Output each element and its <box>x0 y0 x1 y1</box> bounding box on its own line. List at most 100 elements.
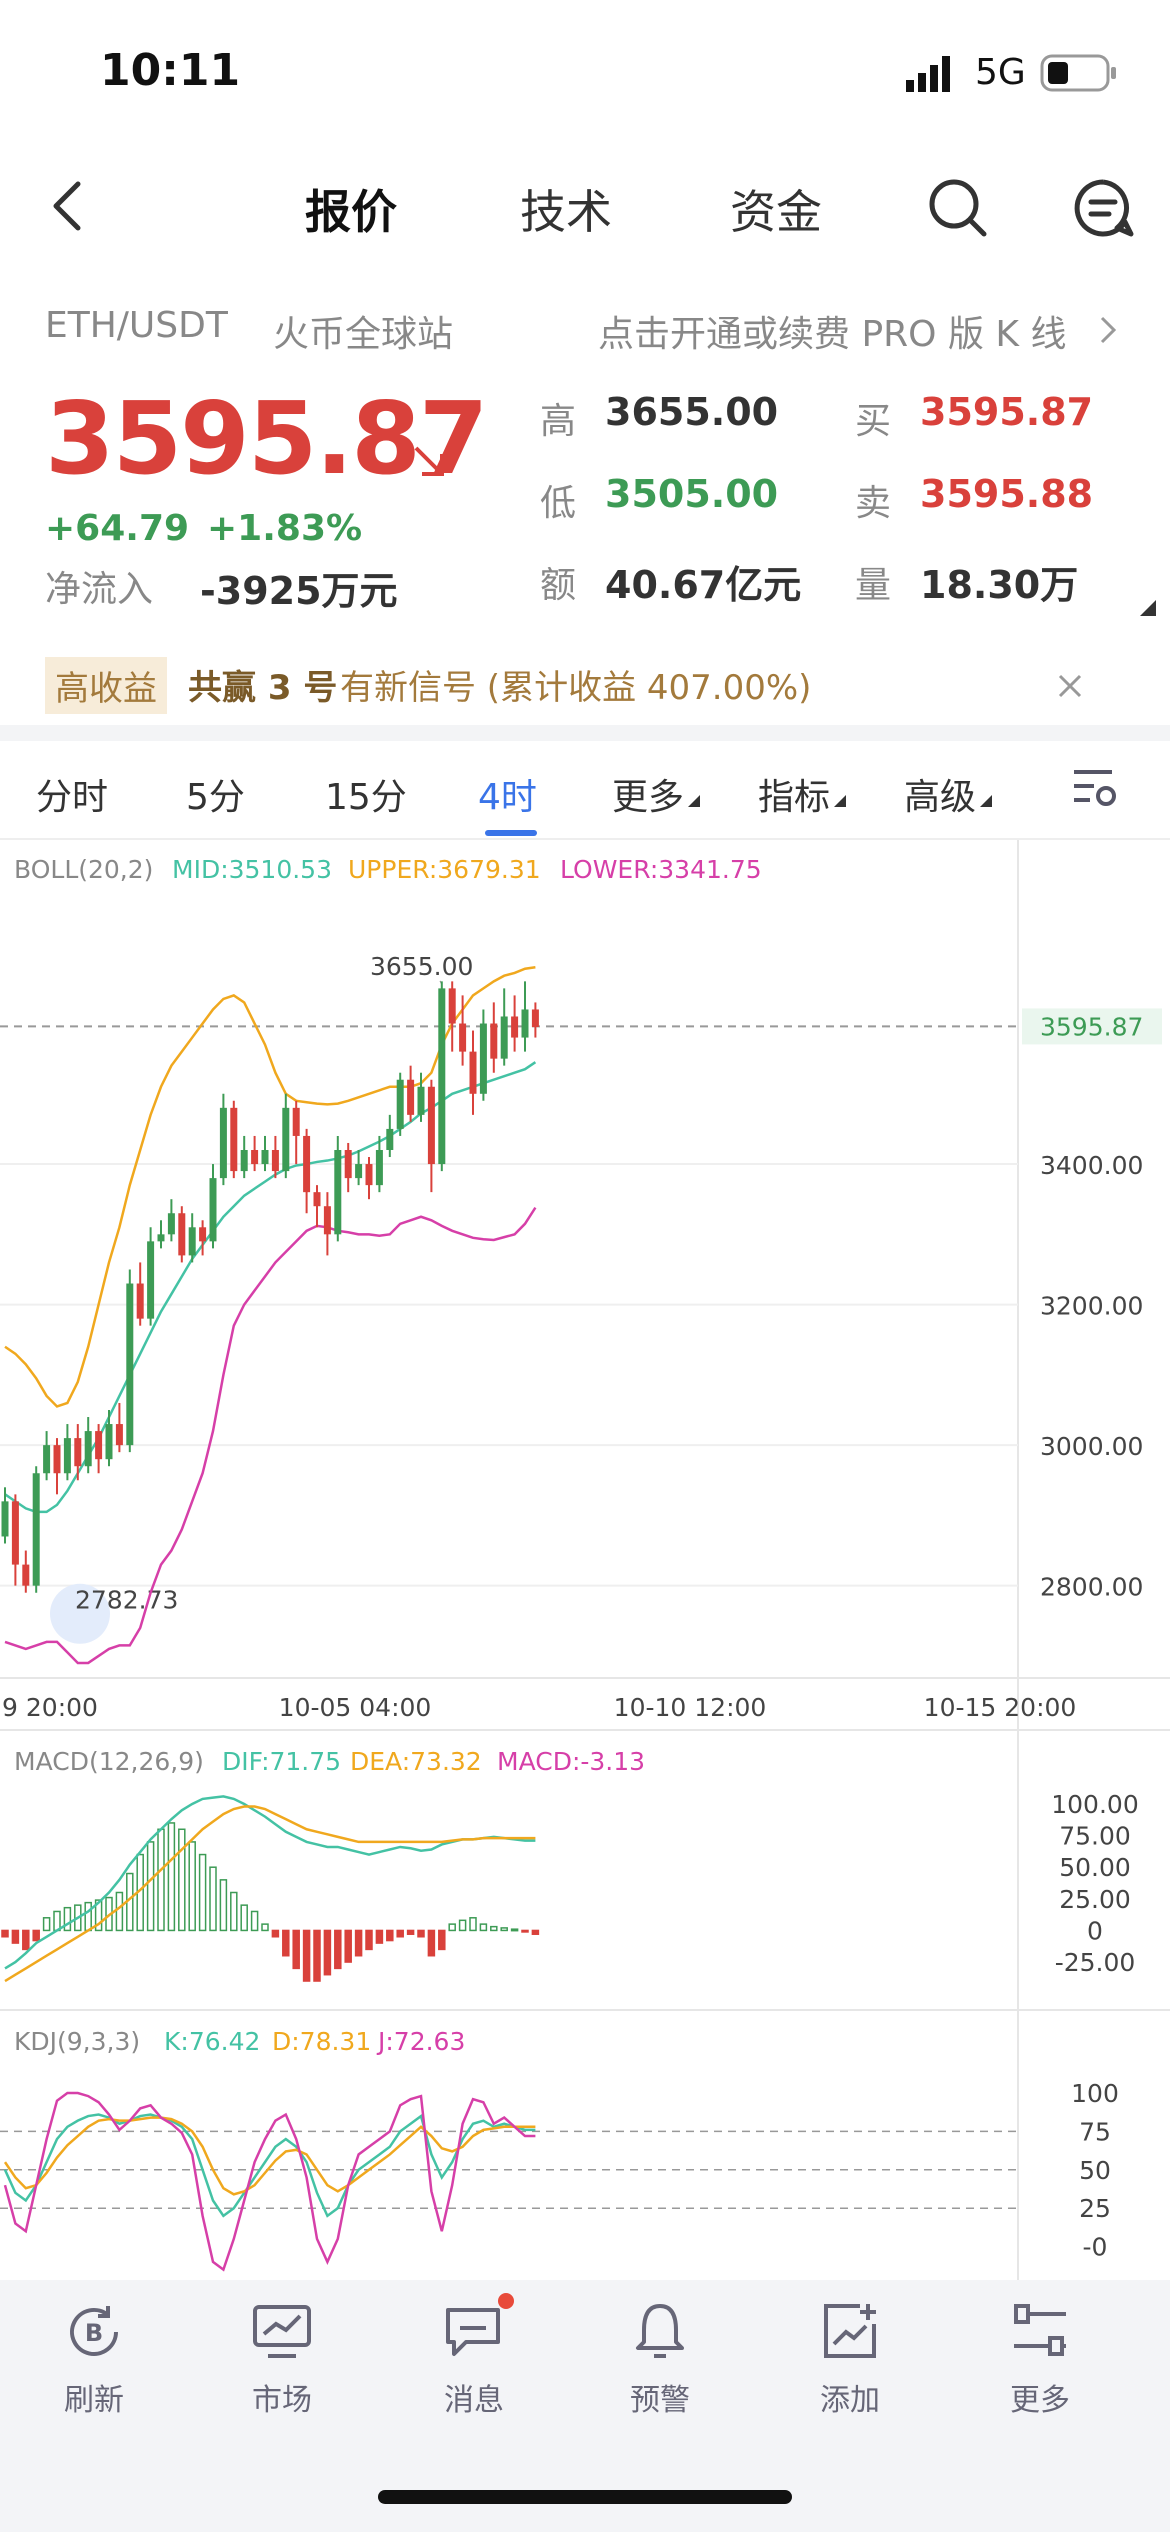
chart-settings-icon[interactable] <box>1072 766 1118 810</box>
banner-text: 有新信号 (累计收益 407.00%) <box>340 668 812 708</box>
candle-body <box>448 988 456 1024</box>
candle-body <box>209 1178 217 1242</box>
chevron-right-icon[interactable] <box>1098 314 1118 346</box>
macd-bar <box>94 1899 103 1932</box>
more-settings-icon[interactable] <box>1010 2304 1070 2360</box>
tab-technical[interactable]: 技术 <box>520 185 612 239</box>
macd-bar <box>32 1929 40 1942</box>
macd-bar <box>11 1929 20 1944</box>
candle-body <box>282 1107 290 1172</box>
bottom-more[interactable]: 更多 <box>1010 2383 1070 2418</box>
macd-bar <box>313 1929 321 1982</box>
macd-bar <box>531 1929 540 1935</box>
banner-strategy: 共赢 3 号 <box>188 668 338 708</box>
kdj-j-line <box>3 2091 536 2272</box>
candle-body <box>469 1051 477 1094</box>
kdj-y-tick: 25 <box>1079 2194 1111 2223</box>
add-chart-icon[interactable] <box>820 2302 880 2362</box>
macd-bar <box>334 1929 342 1970</box>
macd-bar <box>42 1917 51 1932</box>
candle-body <box>407 1079 415 1115</box>
amount-label: 额 <box>540 565 577 606</box>
message-icon[interactable] <box>442 2300 508 2360</box>
ktab-4h[interactable]: 4时 <box>478 777 537 818</box>
bottom-add[interactable]: 添加 <box>820 2383 880 2418</box>
macd-bar <box>53 1910 61 1932</box>
macd-bar <box>63 1906 72 1932</box>
macd-bar <box>510 1928 519 1932</box>
market-icon[interactable] <box>252 2304 312 2360</box>
macd-bar <box>490 1925 498 1932</box>
macd-bar <box>282 1929 290 1957</box>
chat-menu-icon[interactable] <box>1073 178 1135 238</box>
change-pct: +1.83% <box>207 508 363 549</box>
macd-bar <box>427 1929 436 1957</box>
buy-label: 买 <box>855 401 892 442</box>
close-icon[interactable] <box>1057 673 1083 699</box>
ktab-15min[interactable]: 15分 <box>325 777 407 818</box>
candle-body <box>511 1016 519 1038</box>
macd-bar <box>230 1891 238 1932</box>
ktab-more[interactable]: 更多 <box>612 777 685 818</box>
status-bar: 10:11 5G <box>0 0 1170 150</box>
bottom-refresh[interactable]: 刷新 <box>64 2383 124 2418</box>
candle-body <box>22 1564 30 1586</box>
candle-body <box>303 1135 311 1193</box>
macd-value-legend: MACD:-3.13 <box>497 1747 645 1776</box>
candle-body <box>521 1009 529 1038</box>
macd-bar <box>146 1841 155 1932</box>
bottom-alerts[interactable]: 预警 <box>630 2383 690 2418</box>
kdj-y-tick: 100 <box>1071 2079 1119 2108</box>
back-icon[interactable] <box>50 180 84 232</box>
kline-chart[interactable]: 3400.00 3200.00 3000.00 2800.00 9 20:00 10-05… <box>0 840 1170 2280</box>
macd-bar <box>469 1917 477 1932</box>
candles <box>1 981 539 1593</box>
candle-body <box>115 1424 123 1446</box>
refresh-icon[interactable]: B <box>64 2302 124 2362</box>
candle-body <box>479 1023 487 1094</box>
candle-body <box>43 1445 51 1474</box>
tab-funds[interactable]: 资金 <box>730 185 822 239</box>
macd-bar <box>375 1929 384 1944</box>
macd-bar <box>354 1929 363 1957</box>
candle-body <box>375 1150 383 1186</box>
ktab-advanced[interactable]: 高级 <box>904 777 977 818</box>
search-icon[interactable] <box>928 178 988 238</box>
macd-y-tick: 0 <box>1087 1916 1103 1945</box>
y-tick-label: 3400.00 <box>1040 1151 1143 1180</box>
macd-bar <box>323 1929 332 1976</box>
candle-body <box>386 1128 394 1150</box>
ktab-timeshare[interactable]: 分时 <box>36 777 109 818</box>
macd-bar <box>406 1929 415 1935</box>
expand-corner-icon[interactable] <box>1138 598 1156 616</box>
macd-bar <box>240 1904 248 1932</box>
tab-quote[interactable]: 报价 <box>305 185 397 239</box>
network-type: 5G <box>975 52 1026 93</box>
kdj-y-tick: 75 <box>1079 2117 1111 2146</box>
dropdown-corner-icon <box>688 795 700 807</box>
bottom-messages[interactable]: 消息 <box>444 2383 504 2418</box>
pair-name: ETH/USDT <box>45 305 228 346</box>
ktab-5min[interactable]: 5分 <box>186 777 245 818</box>
change-abs: +64.79 <box>45 508 190 549</box>
kdj-k-legend: K:76.42 <box>164 2027 260 2056</box>
macd-bar <box>302 1929 311 1982</box>
kdj-y-tick: -0 <box>1083 2233 1108 2262</box>
ktab-indicators[interactable]: 指标 <box>758 777 831 818</box>
macd-bar <box>479 1923 488 1932</box>
pro-link[interactable]: 点击开通或续费 PRO 版 K 线 <box>598 314 1067 355</box>
y-tick-label: 3200.00 <box>1040 1292 1143 1321</box>
volume-label: 量 <box>855 565 892 606</box>
candle-body <box>84 1431 92 1467</box>
low-value: 3505.00 <box>605 472 779 516</box>
kdj-k-line <box>3 2113 536 2218</box>
macd-bar <box>292 1929 300 1970</box>
candle-body <box>105 1424 113 1460</box>
candle-body <box>313 1192 321 1207</box>
candle-body <box>11 1501 19 1565</box>
macd-y-tick: 75.00 <box>1059 1822 1131 1851</box>
candle-body <box>531 1009 539 1028</box>
bottom-market[interactable]: 市场 <box>252 2383 312 2418</box>
bell-icon[interactable] <box>632 2302 688 2362</box>
boll-lower-legend: LOWER:3341.75 <box>560 855 762 884</box>
